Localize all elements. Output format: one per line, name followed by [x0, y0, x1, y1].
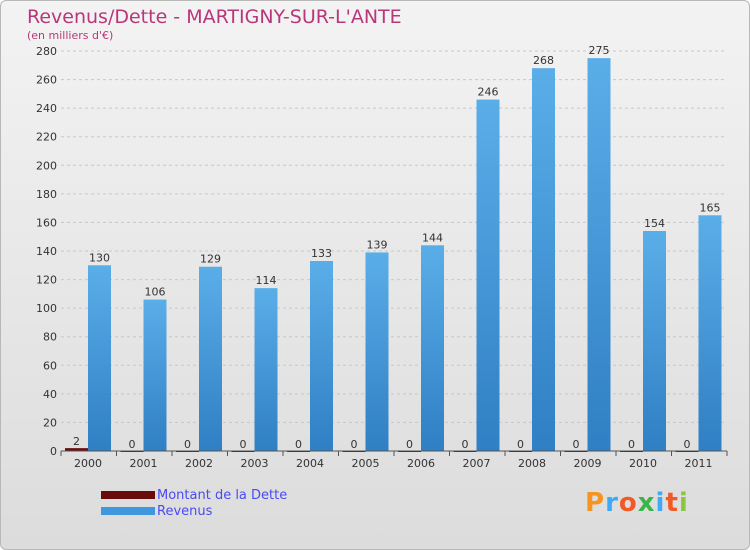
y-tick-label: 280	[36, 45, 57, 58]
x-tick-label: 2001	[130, 457, 158, 470]
legend-swatch-revenue	[101, 507, 155, 515]
data-label-debt: 0	[351, 438, 358, 451]
data-label-revenue: 106	[145, 286, 166, 299]
data-label-debt: 0	[240, 438, 247, 451]
logo-letter: P	[585, 488, 606, 518]
logo-letter: i	[655, 488, 666, 518]
legend-item-revenue: Revenus	[101, 503, 287, 519]
data-label-revenue: 129	[200, 253, 221, 266]
bar-revenue	[421, 245, 444, 451]
data-label-revenue: 275	[589, 44, 610, 57]
logo-letter: i	[678, 488, 689, 518]
y-tick-label: 120	[36, 274, 57, 287]
y-tick-label: 260	[36, 74, 57, 87]
bar-revenue	[88, 265, 111, 451]
bar-revenue	[698, 215, 722, 451]
bar-revenue	[587, 58, 611, 452]
bar-revenue	[199, 266, 222, 451]
bar-revenue	[310, 261, 333, 451]
x-tick-label: 2010	[629, 457, 657, 470]
x-tick-label: 2003	[241, 457, 269, 470]
x-tick-label: 2007	[463, 457, 491, 470]
data-label-debt: 0	[406, 438, 413, 451]
legend-swatch-debt	[101, 491, 155, 499]
y-tick-label: 200	[36, 159, 57, 172]
legend: Montant de la Dette Revenus	[101, 487, 287, 519]
x-tick-label: 2011	[685, 457, 713, 470]
logo-letter: o	[618, 488, 638, 518]
data-label-debt: 0	[295, 438, 302, 451]
bar-revenue	[254, 288, 278, 451]
legend-label-revenue: Revenus	[157, 503, 213, 519]
legend-item-debt: Montant de la Dette	[101, 487, 287, 503]
bar-revenue	[476, 99, 500, 452]
chart-subtitle: (en milliers d'€)	[27, 29, 114, 42]
data-label-revenue: 133	[311, 247, 332, 260]
data-label-debt: 0	[628, 438, 635, 451]
x-tick-label: 2006	[407, 457, 435, 470]
data-label-debt: 0	[462, 438, 469, 451]
logo-letter: x	[637, 488, 656, 518]
y-tick-label: 100	[36, 302, 57, 315]
x-tick-label: 2009	[574, 457, 602, 470]
y-tick-label: 80	[43, 331, 57, 344]
x-tick-label: 2008	[518, 457, 546, 470]
data-label-revenue: 165	[700, 201, 721, 214]
logo-letter: t	[665, 488, 679, 518]
data-label-revenue: 144	[422, 231, 443, 244]
data-label-debt: 0	[684, 438, 691, 451]
bar-revenue	[643, 231, 666, 451]
bar-revenue	[365, 252, 389, 451]
data-label-debt: 0	[184, 438, 191, 451]
data-label-debt: 0	[517, 438, 524, 451]
y-tick-label: 140	[36, 245, 57, 258]
y-tick-label: 160	[36, 216, 57, 229]
y-axis-ticks: 0 20 40 60 80 100 120 140 160 180 200 220 240 260 280	[36, 45, 57, 458]
legend-label-debt: Montant de la Dette	[157, 487, 288, 503]
bar-revenue	[143, 299, 167, 451]
y-tick-label: 220	[36, 131, 57, 144]
y-tick-label: 0	[50, 445, 57, 458]
x-tick-label: 2000	[74, 457, 102, 470]
logo-letter: r	[605, 488, 619, 518]
data-label-debt: 0	[129, 438, 136, 451]
data-label-debt: 2	[73, 435, 80, 448]
y-tick-label: 20	[43, 416, 57, 429]
data-label-revenue: 139	[367, 238, 388, 251]
data-label-revenue: 114	[256, 274, 277, 287]
proxiti-logo: Proxiti	[585, 488, 689, 518]
y-tick-label: 240	[36, 102, 57, 115]
x-tick-label: 2002	[185, 457, 213, 470]
bars: 2 130 0 106 0 129 0 114 0 133 0 139 0 144 0 246 0 268 0 275…	[65, 44, 722, 452]
bar-debt	[65, 448, 88, 451]
data-label-revenue: 246	[478, 86, 499, 99]
x-tick-label: 2005	[352, 457, 380, 470]
grid-lines	[61, 50, 727, 423]
y-tick-label: 180	[36, 188, 57, 201]
data-label-revenue: 130	[89, 251, 110, 264]
bar-revenue	[532, 68, 555, 452]
data-label-debt: 0	[573, 438, 580, 451]
y-tick-label: 40	[43, 388, 57, 401]
data-label-revenue: 268	[533, 54, 554, 67]
x-axis-ticks: 2000 2001 2002 2003 2004 2005 2006 2007 2008 2009…	[60, 451, 728, 470]
x-tick-label: 2004	[296, 457, 324, 470]
data-label-revenue: 154	[644, 217, 665, 230]
chart-title: Revenus/Dette - MARTIGNY-SUR-L'ANTE	[27, 6, 402, 28]
y-tick-label: 60	[43, 359, 57, 372]
